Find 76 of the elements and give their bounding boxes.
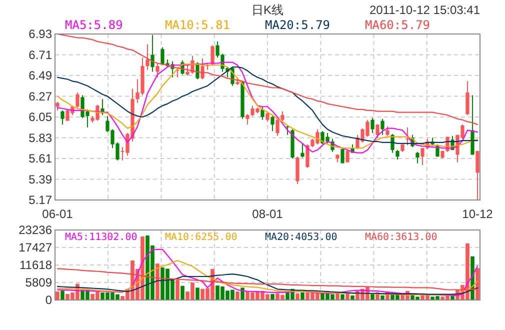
y-tick-label: 11618: [20, 258, 52, 272]
candlestick: [420, 148, 424, 166]
candlestick: [156, 62, 160, 78]
bar: [156, 264, 160, 300]
candlestick: [210, 44, 214, 66]
bar: [450, 296, 454, 300]
bar: [350, 295, 354, 300]
candlestick: [396, 150, 400, 160]
candlestick: [150, 34, 154, 72]
bar: [300, 292, 304, 300]
y-tick-label: 6.05: [28, 110, 52, 124]
candlestick: [416, 151, 420, 164]
candlestick: [286, 124, 290, 136]
candlestick: [146, 44, 150, 70]
bar: [240, 288, 244, 300]
x-tick-label: 06-01: [42, 207, 74, 221]
candlestick: [76, 92, 80, 108]
line-series: [56, 268, 478, 290]
y-tick-label: 6.49: [28, 68, 52, 82]
candlestick: [266, 110, 270, 122]
y-tick-label: 17427: [18, 240, 52, 254]
y-tick-label: 6.27: [28, 89, 52, 104]
series-label: MA5:11302.00: [65, 232, 138, 243]
y-tick-label: 6.71: [28, 48, 52, 62]
candlestick: [276, 118, 280, 136]
candlestick: [340, 148, 344, 164]
candlestick: [300, 142, 304, 158]
candlestick: [60, 110, 64, 126]
candlestick: [380, 118, 384, 136]
bar: [270, 294, 274, 300]
candlestick: [280, 110, 284, 122]
candlestick: [376, 124, 380, 138]
bar: [56, 292, 60, 300]
bar: [476, 268, 480, 300]
x-tick-label: 08-01: [252, 207, 284, 221]
bar: [180, 286, 184, 300]
line-series: [56, 248, 478, 296]
line-series: [56, 33, 478, 126]
candlestick: [406, 126, 410, 146]
line-series: [56, 274, 478, 295]
y-tick-label: 0: [45, 293, 52, 307]
bar: [340, 294, 344, 300]
candlestick: [370, 117, 374, 134]
candlestick: [246, 114, 250, 126]
candlestick: [260, 106, 264, 120]
candlestick: [200, 58, 204, 80]
text: MA20:5.79: [265, 18, 330, 32]
text: MA5:5.89: [65, 18, 123, 32]
chart-title: 日K线: [251, 3, 284, 17]
candlestick: [346, 150, 350, 163]
text: MA10:6255.00: [165, 232, 238, 243]
y-tick-label: 6.93: [28, 27, 52, 41]
bar: [296, 293, 300, 300]
y-tick-label: 5.61: [28, 152, 52, 166]
line-series: [56, 260, 478, 296]
text: MA20:4053.00: [265, 232, 338, 243]
y-tick-label: 23236: [18, 223, 52, 237]
text: MA10:5.81: [165, 18, 230, 32]
bar: [196, 288, 200, 300]
y-tick-label: 5.39: [28, 172, 52, 186]
bar: [236, 292, 240, 300]
bar: [380, 295, 384, 300]
candlestick: [386, 126, 390, 136]
candlestick: [466, 80, 470, 116]
y-tick-label: 5.17: [28, 193, 52, 207]
candlestick: [270, 116, 274, 132]
text: 2011-10-12 15:03:41: [369, 3, 480, 17]
x-tick-label: 10-12: [462, 207, 494, 221]
text: MA60:5.79: [365, 18, 430, 32]
bar: [60, 290, 64, 300]
text: MA60:3613.00: [365, 232, 438, 243]
y-tick-label: 5809: [25, 276, 52, 290]
candlestick: [296, 156, 300, 184]
candlestick: [476, 150, 480, 200]
y-tick-label: 5.83: [28, 130, 52, 145]
bar: [176, 280, 180, 300]
